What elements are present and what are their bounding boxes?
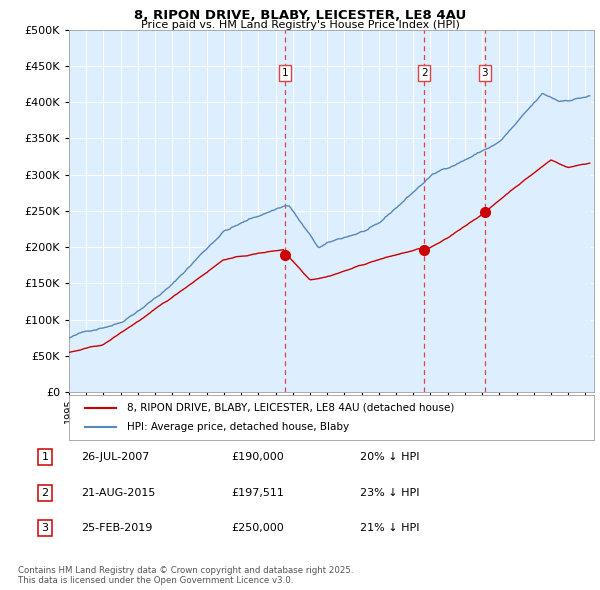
Text: £250,000: £250,000 — [231, 523, 284, 533]
Text: 3: 3 — [41, 523, 49, 533]
Text: 25-FEB-2019: 25-FEB-2019 — [81, 523, 152, 533]
Text: 2: 2 — [41, 488, 49, 497]
Text: 8, RIPON DRIVE, BLABY, LEICESTER, LE8 4AU: 8, RIPON DRIVE, BLABY, LEICESTER, LE8 4A… — [134, 9, 466, 22]
Text: 1: 1 — [282, 68, 289, 78]
Text: £197,511: £197,511 — [231, 488, 284, 497]
Text: 3: 3 — [481, 68, 488, 78]
Text: Price paid vs. HM Land Registry's House Price Index (HPI): Price paid vs. HM Land Registry's House … — [140, 20, 460, 30]
Text: 2: 2 — [421, 68, 428, 78]
Text: HPI: Average price, detached house, Blaby: HPI: Average price, detached house, Blab… — [127, 422, 349, 432]
Text: £190,000: £190,000 — [231, 453, 284, 462]
Text: 21-AUG-2015: 21-AUG-2015 — [81, 488, 155, 497]
Text: 23% ↓ HPI: 23% ↓ HPI — [360, 488, 419, 497]
Text: 21% ↓ HPI: 21% ↓ HPI — [360, 523, 419, 533]
Text: 20% ↓ HPI: 20% ↓ HPI — [360, 453, 419, 462]
Text: 1: 1 — [41, 453, 49, 462]
Text: 8, RIPON DRIVE, BLABY, LEICESTER, LE8 4AU (detached house): 8, RIPON DRIVE, BLABY, LEICESTER, LE8 4A… — [127, 403, 454, 412]
Text: Contains HM Land Registry data © Crown copyright and database right 2025.
This d: Contains HM Land Registry data © Crown c… — [18, 566, 353, 585]
Text: 26-JUL-2007: 26-JUL-2007 — [81, 453, 149, 462]
